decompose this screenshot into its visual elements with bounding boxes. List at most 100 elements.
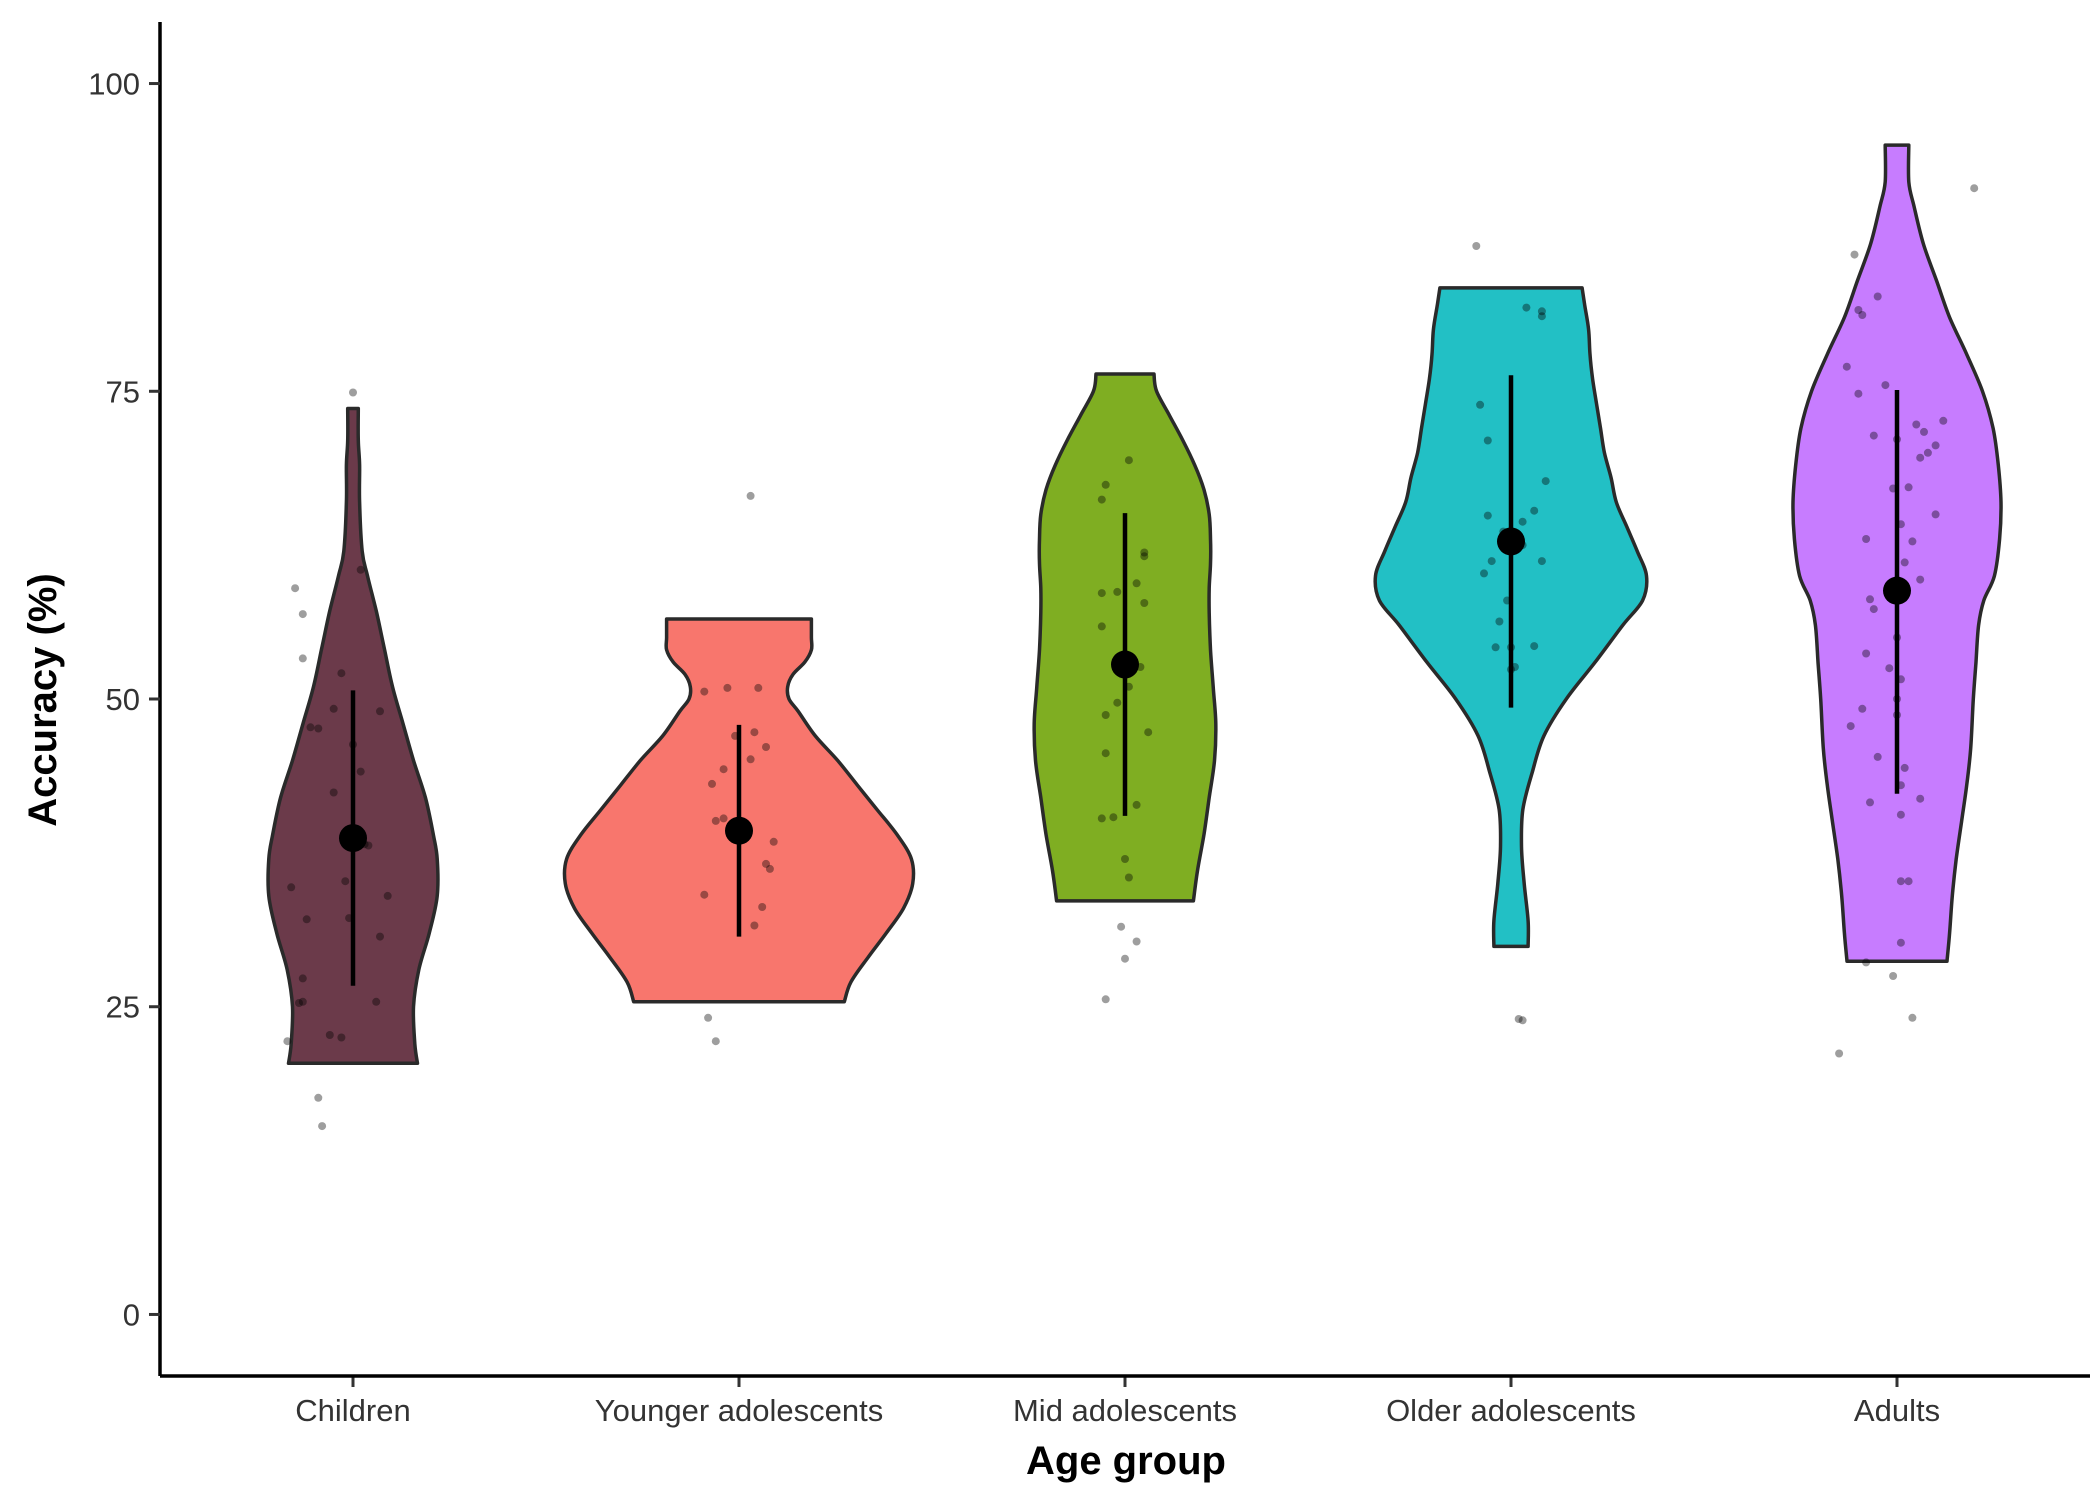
point-children-14 — [341, 877, 350, 886]
point-older-adolescents-1 — [1518, 1016, 1527, 1025]
point-younger-adolescents-12 — [708, 779, 716, 788]
point-adults-27 — [1862, 535, 1871, 543]
group-adults — [1791, 143, 2003, 1058]
point-children-25 — [298, 654, 307, 663]
mean-point-younger-adolescents — [725, 816, 753, 845]
point-mid-adolescents-8 — [1132, 800, 1141, 809]
group-children — [266, 388, 440, 1131]
point-mid-adolescents-17 — [1140, 599, 1149, 607]
point-adults-11 — [1900, 763, 1909, 772]
mean-point-children — [339, 824, 367, 853]
point-younger-adolescents-3 — [758, 903, 767, 911]
point-adults-21 — [1869, 605, 1878, 614]
point-younger-adolescents-15 — [762, 743, 770, 751]
point-children-15 — [364, 841, 373, 850]
point-mid-adolescents-3 — [1117, 922, 1126, 931]
point-adults-22 — [1866, 595, 1874, 604]
point-older-adolescents-15 — [1483, 511, 1492, 520]
point-children-9 — [376, 932, 384, 941]
point-adults-7 — [1896, 810, 1905, 819]
point-older-adolescents-10 — [1537, 557, 1546, 566]
point-children-12 — [287, 883, 296, 892]
point-younger-adolescents-21 — [746, 491, 755, 500]
point-younger-adolescents-9 — [719, 814, 728, 823]
point-adults-34 — [1931, 441, 1940, 450]
point-older-adolescents-20 — [1537, 312, 1546, 321]
point-older-adolescents-0 — [1514, 1015, 1523, 1023]
point-children-17 — [329, 788, 338, 797]
point-mid-adolescents-16 — [1097, 622, 1106, 631]
point-mid-adolescents-21 — [1140, 552, 1149, 561]
point-adults-32 — [1916, 453, 1925, 462]
point-adults-6 — [1904, 877, 1913, 886]
point-older-adolescents-11 — [1487, 557, 1496, 566]
point-adults-31 — [1904, 483, 1913, 492]
point-children-29 — [349, 388, 357, 397]
point-adults-1 — [1908, 1013, 1917, 1022]
point-children-22 — [329, 704, 338, 713]
point-younger-adolescents-0 — [711, 1037, 720, 1046]
y-axis-title: Accuracy (%) — [21, 573, 65, 826]
group-mid-adolescents — [1032, 372, 1218, 1004]
point-adults-25 — [1900, 558, 1909, 567]
point-adults-36 — [1869, 431, 1878, 440]
point-children-19 — [314, 724, 323, 733]
point-children-20 — [306, 723, 315, 732]
point-older-adolescents-23 — [1472, 242, 1481, 250]
point-adults-15 — [1858, 704, 1867, 713]
point-adults-41 — [1854, 389, 1863, 398]
point-adults-0 — [1835, 1049, 1844, 1058]
point-mid-adolescents-18 — [1097, 589, 1106, 598]
axes: Children Younger adolescents Mid adolescen… — [88, 22, 2090, 1428]
point-children-13 — [383, 891, 392, 900]
point-adults-38 — [1939, 416, 1948, 425]
point-mid-adolescents-10 — [1144, 728, 1153, 737]
point-children-3 — [325, 1031, 334, 1039]
point-older-adolescents-2 — [1530, 642, 1539, 651]
point-adults-43 — [1858, 311, 1867, 319]
point-children-8 — [298, 974, 307, 983]
point-children-28 — [356, 565, 365, 574]
x-tick-label-younger-adolescents: Younger adolescents — [595, 1393, 883, 1428]
point-adults-18 — [1862, 649, 1871, 658]
mean-point-older-adolescents — [1497, 527, 1525, 556]
point-mid-adolescents-20 — [1132, 579, 1141, 588]
point-adults-47 — [1970, 184, 1979, 193]
point-older-adolescents-3 — [1491, 643, 1500, 652]
point-children-26 — [298, 610, 307, 619]
plot-area — [266, 143, 2003, 1131]
point-adults-45 — [1873, 292, 1882, 301]
point-mid-adolescents-22 — [1140, 548, 1149, 557]
point-mid-adolescents-11 — [1101, 711, 1110, 719]
point-younger-adolescents-18 — [723, 683, 732, 692]
point-adults-29 — [1931, 510, 1940, 519]
point-older-adolescents-16 — [1530, 506, 1539, 515]
point-children-23 — [376, 707, 384, 716]
x-tick-label-children: Children — [295, 1393, 410, 1428]
point-younger-adolescents-19 — [700, 687, 709, 696]
point-younger-adolescents-2 — [750, 921, 759, 930]
point-adults-13 — [1846, 722, 1855, 731]
x-tick-label-mid-adolescents: Mid adolescents — [1013, 1393, 1237, 1428]
point-adults-12 — [1873, 752, 1882, 761]
point-mid-adolescents-23 — [1097, 495, 1106, 504]
point-children-18 — [356, 767, 365, 776]
point-older-adolescents-9 — [1480, 569, 1488, 578]
point-younger-adolescents-5 — [765, 864, 774, 873]
point-children-0 — [318, 1122, 327, 1131]
point-older-adolescents-7 — [1495, 617, 1504, 626]
point-mid-adolescents-1 — [1121, 954, 1129, 963]
point-adults-19 — [1885, 664, 1894, 673]
point-mid-adolescents-24 — [1101, 480, 1110, 489]
point-younger-adolescents-1 — [704, 1013, 713, 1022]
y-tick-label-0: 0 — [123, 1297, 140, 1332]
point-mid-adolescents-19 — [1113, 587, 1122, 596]
x-tick-label-adults: Adults — [1854, 1393, 1940, 1428]
point-mid-adolescents-12 — [1113, 698, 1122, 707]
point-children-5 — [295, 999, 303, 1007]
point-mid-adolescents-5 — [1121, 855, 1129, 863]
point-adults-33 — [1923, 448, 1932, 457]
point-younger-adolescents-13 — [719, 765, 728, 774]
point-mid-adolescents-6 — [1097, 814, 1106, 823]
